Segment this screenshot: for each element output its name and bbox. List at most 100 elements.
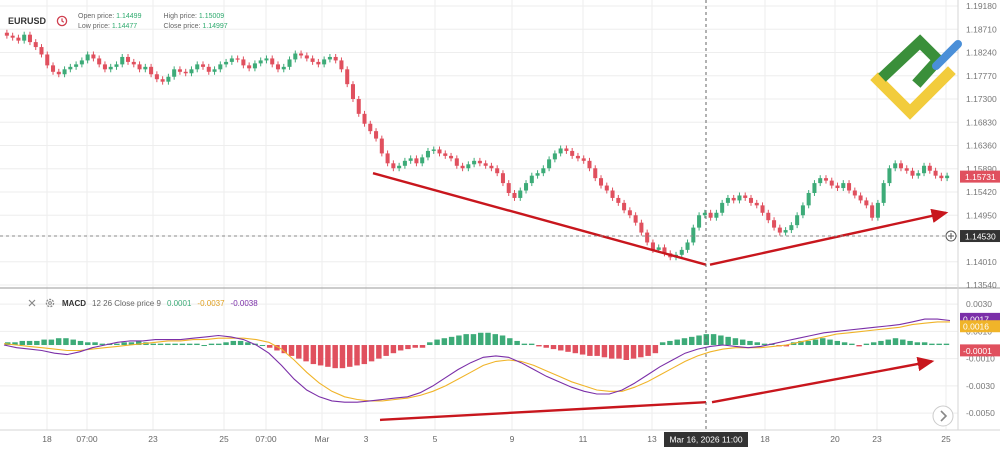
- candle-body-50: [293, 53, 298, 60]
- macd-hist-bar-94: [689, 336, 695, 346]
- candle-body-4: [27, 34, 32, 43]
- candle-body-87: [506, 183, 511, 193]
- time-tick-label: 23: [148, 434, 158, 444]
- candle-body-154: [893, 163, 898, 169]
- close-icon[interactable]: [26, 297, 38, 309]
- macd-hist-bar-47: [347, 345, 353, 367]
- candle-body-67: [391, 163, 396, 169]
- current-price-tag: [960, 170, 1000, 183]
- axes: 1.19180 1.18710 1.18240 1.17770 1.17300 1.168…: [42, 1, 1000, 447]
- candle-body-43: [252, 63, 257, 69]
- price-tick-label: 1.14010: [966, 257, 997, 267]
- candle-body-39: [229, 58, 234, 62]
- candle-body-124: [720, 202, 725, 213]
- macd-hist-bar-87: [638, 345, 644, 358]
- candle-body-129: [748, 197, 754, 203]
- candle-body-85: [495, 168, 500, 174]
- macd-hist-bar-67: [492, 334, 499, 346]
- macd-hist-bar-74: [543, 345, 549, 348]
- macd-hist-bar-113: [827, 339, 833, 346]
- macd-hist-bar-32: [237, 340, 244, 346]
- macd-title: MACD: [62, 298, 86, 308]
- open-value: 1.14499: [116, 12, 142, 20]
- candle-body-157: [910, 170, 915, 176]
- macd-hist-bar-97: [710, 334, 717, 346]
- candle-body-17: [102, 64, 107, 70]
- candle-body-42: [247, 65, 252, 69]
- candle-body-92: [535, 173, 540, 176]
- macd-hist-bar-4: [34, 340, 40, 346]
- candle-body-80: [466, 164, 471, 169]
- macd-hist-bar-6: [48, 339, 55, 346]
- macd-hist-bar-7: [55, 338, 62, 346]
- candle-body-44: [258, 60, 263, 64]
- candle-body-26: [154, 74, 159, 80]
- candle-body-141: [818, 178, 823, 184]
- candle-body-120: [697, 215, 702, 228]
- candle-body-98: [570, 150, 575, 156]
- candle-body-1: [10, 35, 15, 38]
- candlesticks: [4, 29, 950, 261]
- candle-body-110: [639, 222, 644, 233]
- macd-hist-bar-86: [630, 345, 637, 359]
- candle-body-146: [847, 183, 852, 191]
- macd-panel: [3, 318, 951, 403]
- price-tick-label: 1.13540: [966, 280, 997, 290]
- time-tick-label: Mar: [315, 434, 330, 444]
- candle-body-132: [766, 212, 771, 221]
- candle-body-159: [922, 165, 927, 174]
- candle-body-6: [39, 47, 44, 55]
- macd-hist-bar-52: [383, 345, 389, 356]
- candle-body-84: [489, 165, 494, 169]
- macd-hist-bar-91: [667, 340, 673, 346]
- macd-hist-bar-119: [870, 342, 877, 346]
- candle-body-19: [114, 64, 119, 67]
- macd-tick-label: 0.0030: [966, 299, 992, 309]
- candle-body-28: [166, 76, 171, 82]
- candle-body-77: [449, 155, 454, 159]
- macd-hist-bar-103: [754, 342, 760, 346]
- macd-hist-bar-42: [310, 345, 317, 365]
- candle-body-75: [437, 149, 442, 154]
- macd-hist-bar-99: [725, 336, 731, 346]
- candle-body-58: [339, 60, 344, 70]
- candle-body-103: [598, 178, 604, 186]
- candle-body-14: [85, 54, 90, 61]
- clock-icon[interactable]: [56, 15, 68, 27]
- candle-body-5: [33, 42, 38, 48]
- macd-hist-bar-75: [550, 345, 557, 350]
- time-tick-label: 25: [941, 434, 951, 444]
- low-value: 1.14477: [111, 22, 138, 30]
- candle-body-161: [933, 170, 938, 176]
- crosshair-plus-cross: [948, 233, 954, 240]
- macd-hist-bar-41: [303, 345, 309, 362]
- macd-hist-bar-118: [863, 343, 870, 346]
- macd-hist-bar-124: [907, 340, 913, 346]
- open-label: Open price:: [78, 12, 115, 20]
- macd-hist-bar-16: [121, 342, 127, 346]
- macd-hist-bar-31: [230, 340, 237, 346]
- scroll-right-icon[interactable]: [932, 405, 954, 427]
- macd-hist-bar-44: [325, 345, 331, 367]
- macd-hist-bar-84: [616, 345, 622, 359]
- macd-hist-bar-18: [135, 340, 142, 346]
- candle-body-37: [218, 64, 223, 70]
- candle-body-105: [610, 190, 615, 198]
- candle-body-112: [650, 242, 655, 250]
- candle-body-95: [552, 153, 557, 160]
- time-tick-label: 07:00: [255, 434, 277, 444]
- candle-body-13: [79, 60, 84, 65]
- macd-hist-bar-111: [812, 339, 819, 346]
- symbol-label[interactable]: EURUSD: [8, 16, 47, 26]
- candle-body-118: [685, 242, 690, 250]
- candle-body-148: [858, 195, 863, 201]
- candle-body-99: [575, 155, 580, 159]
- close-value: 1.14997: [202, 22, 228, 30]
- candle-body-8: [51, 65, 56, 72]
- gear-icon[interactable]: [44, 297, 56, 309]
- macd-hist-bar-55: [405, 345, 411, 350]
- macd-hist-bar-46: [339, 345, 346, 369]
- macd-hist-bar-33: [245, 342, 251, 346]
